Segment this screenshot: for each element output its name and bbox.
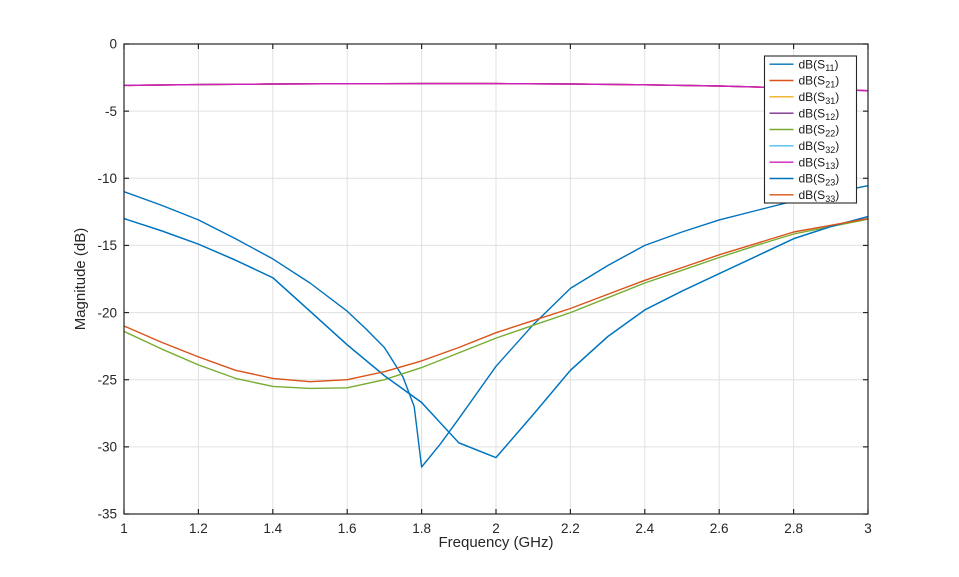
x-axis-label: Frequency (GHz) [438,534,553,551]
y-axis-label: Magnitude (dB) [72,228,89,331]
x-tick-label: 2.2 [561,521,580,536]
x-tick-label: 2 [492,521,500,536]
y-tick-label: -25 [97,372,117,387]
series-s13-line [123,82,869,92]
legend: dB(S11)dB(S21)dB(S31)dB(S12)dB(S22)dB(S3… [763,55,858,204]
y-tick-label: -35 [97,507,117,522]
x-tick-label: 1 [120,521,128,536]
legend-label-s32: dB(S32) [799,139,840,155]
x-tick-label: 1.6 [338,521,357,536]
series-s22-line [123,218,869,390]
y-tick-label: -10 [97,171,117,186]
x-tick-label: 2.4 [635,521,654,536]
legend-label-s31: dB(S31) [799,90,840,106]
x-tick-label: 2.6 [710,521,729,536]
legend-label-s33: dB(S33) [799,188,840,204]
series-s23-line [123,215,869,459]
legend-label-s11: dB(S11) [799,57,839,73]
legend-label-s12: dB(S12) [799,106,840,122]
legend-label-s22: dB(S22) [799,123,840,139]
legend-label-s13: dB(S13) [799,155,840,171]
series-s33-line [123,217,869,383]
y-tick-label: -5 [105,104,117,119]
axes-layer [123,43,869,515]
series-layer [123,82,869,468]
tick-label-layer: 1 1.2 1.4 1.6 1.8 2 2.2 2.4 2.6 2.8 3 0 -5 -10 -15 -20 -… [97,37,871,536]
x-tick-label: 3 [864,521,872,536]
x-tick-label: 1.4 [263,521,282,536]
legend-label-s23: dB(S23) [799,172,840,188]
y-tick-label: -15 [97,238,117,253]
y-tick-label: 0 [109,37,117,52]
grid-layer [124,44,868,514]
x-tick-label: 1.2 [189,521,208,536]
y-tick-label: -20 [97,305,117,320]
x-tick-label: 1.8 [412,521,431,536]
x-tick-label: 2.8 [784,521,803,536]
legend-label-s21: dB(S21) [799,74,840,90]
y-tick-label: -30 [97,440,117,455]
series-s11-line [123,185,869,468]
